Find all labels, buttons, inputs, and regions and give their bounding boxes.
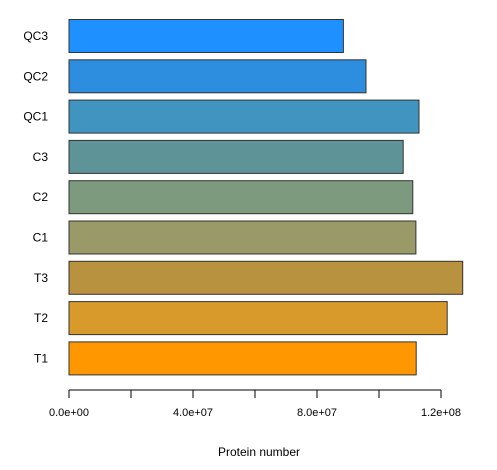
category-label-c3: C3 [33, 150, 49, 164]
category-label-c1: C1 [33, 231, 49, 245]
bar-qc3 [68, 19, 344, 53]
bar-c2 [68, 180, 414, 215]
category-label-c2: C2 [33, 190, 49, 204]
bar-c3 [68, 139, 404, 174]
bar-t2 [68, 301, 448, 336]
bar-c1 [68, 220, 417, 255]
x-axis-title: Protein number [218, 445, 300, 459]
category-label-qc2: QC2 [23, 69, 48, 83]
category-labels-group: QC3 QC2 QC1 C3 C2 C1 T3 T2 T1 [23, 29, 48, 365]
x-tick-label: 8.0e+07 [297, 407, 337, 419]
bar-t3 [68, 260, 464, 295]
x-tick-label: 4.0e+07 [173, 407, 213, 419]
x-tick-label: 1.2e+08 [421, 407, 461, 419]
bars-group [68, 19, 464, 376]
x-tick-label: 0.0e+00 [49, 407, 89, 419]
category-label-t1: T1 [34, 351, 48, 365]
category-label-qc1: QC1 [23, 110, 48, 124]
bar-qc1 [68, 99, 420, 134]
x-axis: 0.0e+00 4.0e+07 8.0e+07 1.2e+08 [49, 389, 461, 419]
category-label-qc3: QC3 [23, 29, 48, 43]
bar-t1 [68, 341, 417, 376]
bar-qc2 [68, 59, 367, 94]
category-label-t3: T3 [34, 271, 48, 285]
category-label-t2: T2 [34, 311, 48, 325]
